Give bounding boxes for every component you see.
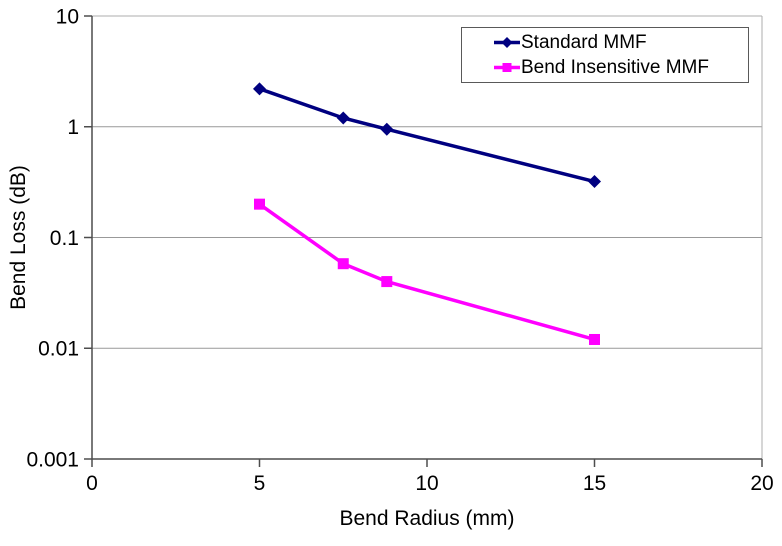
x-tick-label: 10: [415, 472, 438, 495]
y-tick-label: 1: [67, 116, 79, 139]
data-point-square: [381, 276, 393, 288]
legend: Standard MMF Bend Insensitive MMF: [461, 27, 749, 83]
data-point-square: [254, 198, 265, 210]
data-point-square: [589, 333, 600, 345]
x-tick-label: 5: [254, 472, 266, 495]
legend-sample-standard-mmf-icon: [494, 37, 520, 49]
legend-label-bend-insensitive-mmf: Bend Insensitive MMF: [521, 56, 709, 78]
series-line-1: [258, 202, 595, 342]
legend-sample-bend-insensitive-mmf-icon: [494, 62, 520, 72]
y-tick-label: 0.1: [50, 227, 79, 250]
series-line-0: [258, 87, 595, 184]
data-point-diamond: [253, 82, 266, 96]
data-point-diamond: [501, 37, 513, 49]
y-tick-label: 10: [56, 5, 79, 28]
x-axis-title: Bend Radius (mm): [339, 507, 515, 530]
y-tick-label: 0.001: [26, 448, 79, 471]
legend-item-standard-mmf: Standard MMF: [494, 33, 748, 52]
data-point-diamond: [380, 122, 394, 136]
data-point-square: [337, 258, 349, 270]
data-point-diamond: [588, 175, 601, 189]
legend-item-bend-insensitive-mmf: Bend Insensitive MMF: [494, 58, 748, 77]
data-point-square: [502, 62, 512, 72]
x-tick-label: 0: [86, 472, 98, 495]
legend-label-standard-mmf: Standard MMF: [521, 32, 647, 54]
y-tick-label: 0.01: [38, 338, 79, 361]
x-tick-label: 20: [750, 472, 773, 495]
data-point-diamond: [336, 111, 350, 125]
y-axis-title: Bend Loss (dB): [7, 165, 30, 310]
x-tick-label: 15: [583, 472, 606, 495]
